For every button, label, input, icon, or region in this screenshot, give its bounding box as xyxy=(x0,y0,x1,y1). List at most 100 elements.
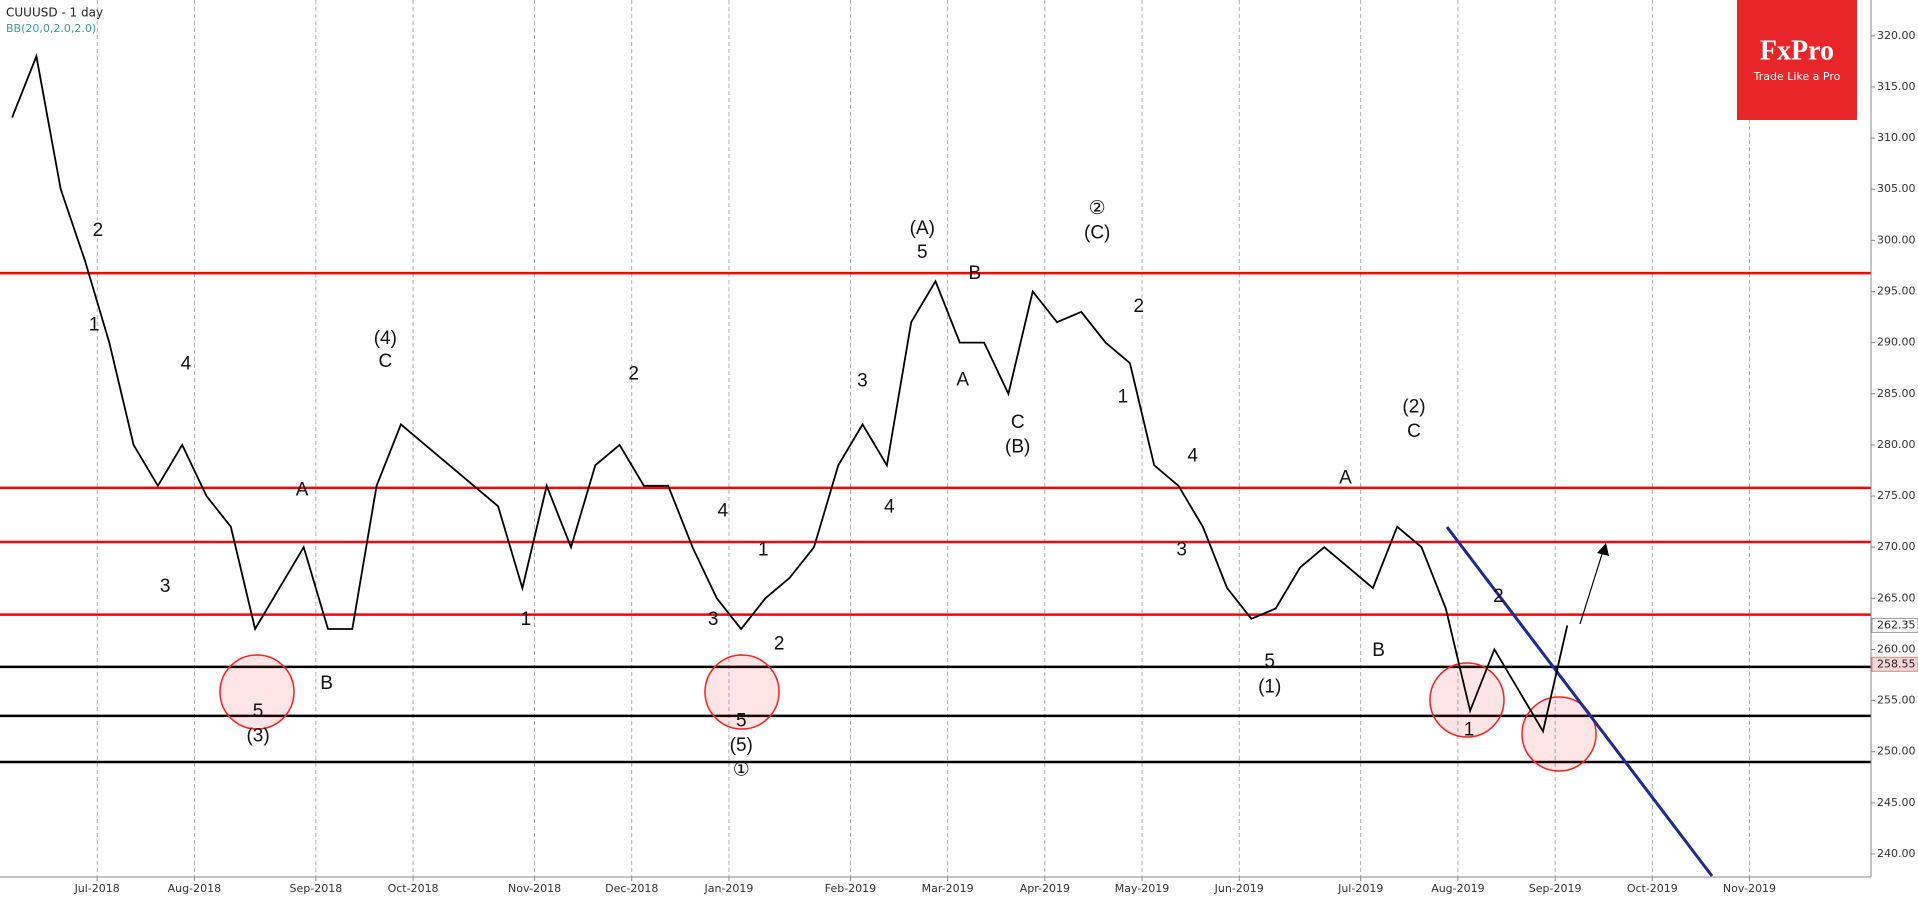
trendline xyxy=(1445,526,1714,877)
x-tick-label: Feb-2019 xyxy=(825,882,876,895)
decorations xyxy=(219,526,1714,877)
y-tick-label: 305.00 xyxy=(1877,182,1916,195)
x-tick-label: May-2019 xyxy=(1115,882,1170,895)
x-tick-label: Jul-2019 xyxy=(1337,882,1383,895)
wave-label: 1 xyxy=(758,539,769,560)
y-tick-label: 310.00 xyxy=(1877,131,1916,144)
x-tick-label: Sep-2019 xyxy=(1529,882,1582,895)
wave-label: 3 xyxy=(708,609,719,630)
price-tag: 258.55 xyxy=(1877,657,1916,670)
x-tick-label: Dec-2018 xyxy=(605,882,658,895)
y-tick-label: 315.00 xyxy=(1877,80,1916,93)
chart-title: CUUUSD - 1 day xyxy=(6,6,103,20)
levels xyxy=(0,271,1871,764)
price-tag-box xyxy=(1871,656,1918,672)
wave-label: 1 xyxy=(521,609,532,630)
highlight-circle xyxy=(1521,696,1597,772)
x-tick-label: Oct-2018 xyxy=(388,882,439,895)
wave-label: C xyxy=(1011,412,1025,433)
y-tick-label: 265.00 xyxy=(1877,591,1916,604)
x-tick-label: Aug-2019 xyxy=(1431,882,1484,895)
wave-label: 5 xyxy=(1264,651,1275,672)
y-tick-label: 270.00 xyxy=(1877,540,1916,553)
axis-labels: 240.00 245.00 250.00 255.00 260.00 265.00 270.… xyxy=(74,29,1918,895)
logo-box xyxy=(1737,0,1857,120)
wave-label: 2 xyxy=(93,220,104,241)
wave-label: (5) xyxy=(730,735,753,756)
wave-label: A xyxy=(1339,467,1352,488)
wave-label: 5 xyxy=(917,242,928,263)
wave-label: (3) xyxy=(246,725,269,746)
logo-tagline: Trade Like a Pro xyxy=(1753,70,1841,83)
x-tick-label: Nov-2019 xyxy=(1723,882,1776,895)
wave-label: 3 xyxy=(1176,539,1187,560)
wave-labels: 2143AB5(3)(4)C1241325(5)①34(A)5BAC(B)②(C… xyxy=(89,198,1504,780)
x-tick-label: Jun-2019 xyxy=(1214,882,1264,895)
wave-label: 5 xyxy=(253,701,264,722)
x-tick-label: Oct-2019 xyxy=(1627,882,1678,895)
x-tick-label: Jan-2019 xyxy=(704,882,754,895)
logo-brand: FxPro xyxy=(1760,35,1834,66)
wave-label: 4 xyxy=(181,354,192,375)
wave-label: 1 xyxy=(89,314,100,335)
wave-label: 4 xyxy=(718,500,729,521)
wave-label: 2 xyxy=(774,634,785,655)
wave-label: (2) xyxy=(1402,396,1425,417)
y-tick-label: 275.00 xyxy=(1877,489,1916,502)
wave-label: 5 xyxy=(736,711,747,732)
wave-label: (A) xyxy=(910,218,935,239)
x-tick-label: Mar-2019 xyxy=(922,882,974,895)
wave-label: A xyxy=(296,480,309,501)
wave-label: ② xyxy=(1089,198,1106,219)
highlight-circle xyxy=(219,654,295,730)
x-tick-label: Aug-2018 xyxy=(168,882,221,895)
wave-label: 3 xyxy=(857,371,868,392)
wave-label: ① xyxy=(733,760,750,781)
indicator-label: BB(20,0,2.0,2.0) xyxy=(6,22,96,35)
y-tick-label: 240.00 xyxy=(1877,847,1916,860)
wave-label: B xyxy=(1372,640,1385,661)
y-tick-label: 320.00 xyxy=(1877,29,1916,42)
wave-label: C xyxy=(378,351,392,372)
wave-label: 4 xyxy=(884,497,895,518)
highlight-circle xyxy=(704,654,780,730)
y-tick-label: 295.00 xyxy=(1877,284,1916,297)
wave-label: B xyxy=(969,263,982,284)
wave-label: 3 xyxy=(160,576,171,597)
y-tick-label: 290.00 xyxy=(1877,336,1916,349)
wave-label: 2 xyxy=(1493,586,1504,607)
wave-label: (1) xyxy=(1258,676,1281,697)
x-tick-label: Sep-2018 xyxy=(290,882,343,895)
wave-label: (B) xyxy=(1005,437,1030,458)
y-tick-label: 280.00 xyxy=(1877,438,1916,451)
wave-label: 4 xyxy=(1187,445,1198,466)
y-tick-label: 285.00 xyxy=(1877,387,1916,400)
wave-label: 2 xyxy=(628,363,639,384)
wave-label: (C) xyxy=(1084,223,1110,244)
projection-arrow xyxy=(1579,550,1604,625)
arrow-head xyxy=(1597,543,1609,556)
y-tick-label: 245.00 xyxy=(1877,796,1916,809)
wave-label: 1 xyxy=(1464,719,1475,740)
y-tick-label: 255.00 xyxy=(1877,694,1916,707)
grid xyxy=(96,0,1750,877)
wave-label: A xyxy=(956,369,969,390)
wave-label: C xyxy=(1407,421,1421,442)
price-line xyxy=(11,53,1569,734)
x-tick-label: Apr-2019 xyxy=(1020,882,1070,895)
plot xyxy=(11,53,1569,734)
wave-label: 2 xyxy=(1134,296,1145,317)
price-tag: 262.35 xyxy=(1877,618,1916,631)
x-tick-label: Nov-2018 xyxy=(508,882,561,895)
y-tick-label: 250.00 xyxy=(1877,745,1916,758)
wave-label: (4) xyxy=(374,328,397,349)
wave-label: 1 xyxy=(1118,387,1129,408)
wave-label: B xyxy=(320,673,333,694)
price-tag-box xyxy=(1871,617,1918,633)
y-tick-label: 300.00 xyxy=(1877,233,1916,246)
y-tick-label: 260.00 xyxy=(1877,642,1916,655)
x-tick-label: Jul-2018 xyxy=(74,882,120,895)
